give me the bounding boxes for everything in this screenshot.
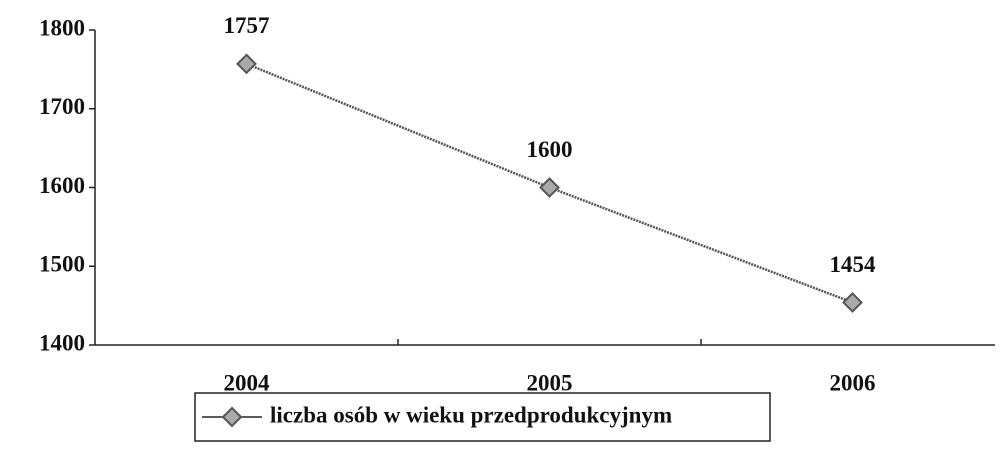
data-label: 1454 [830,252,877,277]
x-tick-label: 2006 [830,370,876,395]
y-tick-label: 1700 [39,94,85,119]
y-tick-label: 1500 [39,252,85,277]
x-tick-label: 2005 [527,370,573,395]
legend-label: liczba osób w wieku przedprodukcyjnym [270,402,672,427]
y-tick-label: 1600 [39,173,85,198]
x-tick-label: 2004 [224,370,271,395]
marker [842,292,863,313]
data-label: 1757 [224,13,270,38]
legend-box [194,392,771,442]
legend-marker [221,406,243,428]
y-tick-label: 1400 [39,330,85,355]
marker [236,53,257,75]
y-tick-label: 1800 [39,15,85,40]
marker [539,177,560,198]
data-label: 1600 [527,137,573,162]
